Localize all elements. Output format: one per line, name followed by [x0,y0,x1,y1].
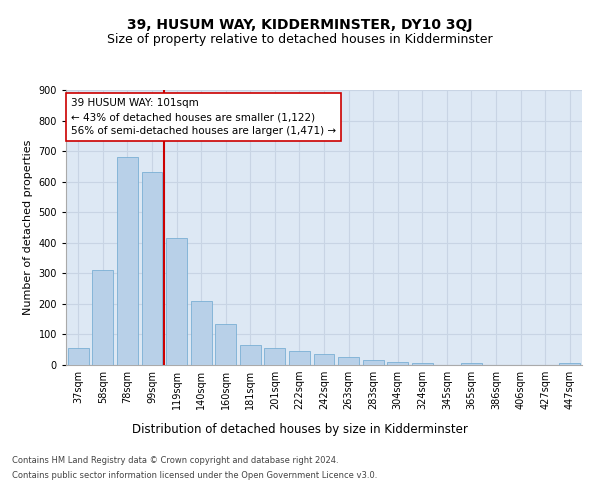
Bar [142,172,163,365]
Text: Distribution of detached houses by size in Kidderminster: Distribution of detached houses by size … [132,422,468,436]
Text: Contains HM Land Registry data © Crown copyright and database right 2024.: Contains HM Land Registry data © Crown c… [12,456,338,465]
Text: 39 HUSUM WAY: 101sqm
← 43% of detached houses are smaller (1,122)
56% of semi-de: 39 HUSUM WAY: 101sqm ← 43% of detached h… [71,98,336,136]
Text: Contains public sector information licensed under the Open Government Licence v3: Contains public sector information licen… [12,471,377,480]
Bar [68,348,89,365]
Bar [362,360,383,365]
Bar [117,157,138,365]
Bar [338,358,359,365]
Bar [191,301,212,365]
Bar [166,238,187,365]
Bar [289,351,310,365]
Bar [314,354,334,365]
Y-axis label: Number of detached properties: Number of detached properties [23,140,33,315]
Bar [240,345,261,365]
Bar [92,270,113,365]
Text: Size of property relative to detached houses in Kidderminster: Size of property relative to detached ho… [107,32,493,46]
Bar [265,348,286,365]
Text: 39, HUSUM WAY, KIDDERMINSTER, DY10 3QJ: 39, HUSUM WAY, KIDDERMINSTER, DY10 3QJ [127,18,473,32]
Bar [461,364,482,365]
Bar [387,362,408,365]
Bar [215,324,236,365]
Bar [412,362,433,365]
Bar [559,364,580,365]
